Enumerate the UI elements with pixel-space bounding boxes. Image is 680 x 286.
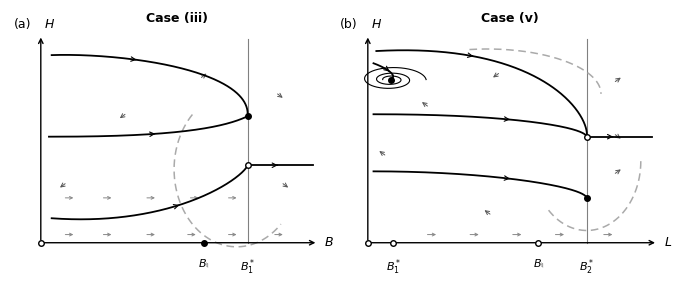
Text: $B_1^*$: $B_1^*$: [240, 257, 255, 277]
Text: $B_1^*$: $B_1^*$: [386, 257, 401, 277]
Text: $B_\natural$: $B_\natural$: [532, 257, 544, 271]
Text: $L$: $L$: [664, 236, 672, 249]
Text: $B_\natural$: $B_\natural$: [198, 257, 210, 271]
Text: (b): (b): [339, 18, 357, 31]
Text: (a): (a): [14, 18, 31, 31]
Text: $H$: $H$: [44, 18, 54, 31]
Text: $B$: $B$: [324, 236, 333, 249]
Text: Case (iii): Case (iii): [146, 11, 208, 25]
Text: $B_2^*$: $B_2^*$: [579, 257, 594, 277]
Text: Case (v): Case (v): [481, 11, 539, 25]
Text: $H$: $H$: [371, 18, 381, 31]
